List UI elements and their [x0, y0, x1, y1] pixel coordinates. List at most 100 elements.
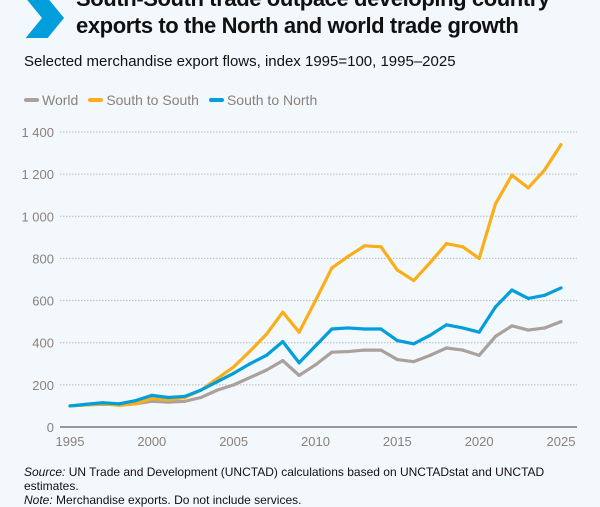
data-point: [215, 380, 219, 384]
data-point: [428, 261, 432, 265]
data-point: [428, 353, 432, 357]
legend-item-world: World: [24, 92, 78, 108]
data-point: [346, 349, 350, 354]
data-point: [526, 186, 530, 190]
data-point: [133, 402, 138, 406]
data-point: [297, 373, 301, 377]
data-point: [313, 363, 318, 367]
data-point: [559, 320, 563, 324]
data-point: [215, 376, 219, 381]
data-point: [379, 245, 383, 249]
data-point: [444, 346, 449, 350]
data-point: [68, 404, 72, 408]
legend-item-south-to-north: South to North: [208, 92, 318, 108]
data-point: [84, 402, 88, 406]
legend-swatch: [208, 98, 224, 102]
legend-label: South to South: [106, 92, 199, 108]
data-point: [543, 326, 547, 330]
data-point: [461, 326, 465, 330]
line-chart: 0 200 400 600 800 1 000 1 200 1 400 1995 2000 2005…: [21, 125, 577, 449]
legend-item-south-to-south: South to South: [88, 92, 199, 108]
data-point: [477, 353, 481, 357]
data-point: [232, 365, 236, 369]
data-point: [363, 244, 367, 248]
data-point: [444, 323, 449, 327]
y-tick-label: 800: [32, 251, 54, 266]
data-point: [281, 310, 285, 314]
y-tick-label: 1 000: [21, 209, 54, 224]
source-note: Source: UN Trade and Development (UNCTAD…: [24, 465, 545, 493]
data-point: [444, 242, 449, 246]
data-point: [493, 305, 498, 309]
data-point: [313, 344, 318, 348]
data-point: [493, 202, 498, 206]
legend-label: South to North: [226, 92, 318, 108]
footnote: Source: UN Trade and Development (UNCTAD…: [24, 465, 600, 507]
data-point: [313, 298, 318, 303]
data-point: [363, 327, 367, 331]
data-point: [182, 394, 187, 399]
data-point: [199, 395, 203, 400]
data-point: [346, 326, 350, 330]
x-tick-label: 2005: [219, 434, 248, 449]
data-point: [477, 330, 481, 334]
data-point: [166, 400, 170, 404]
legend: World South to South South to North: [24, 92, 317, 108]
data-point: [461, 348, 465, 352]
data-point: [215, 388, 219, 392]
data-point: [101, 401, 105, 405]
legend-swatch: [24, 98, 39, 102]
data-point: [559, 143, 563, 147]
data-point: [346, 254, 350, 258]
y-tick-label: 1 400: [21, 125, 54, 140]
data-point: [461, 245, 465, 249]
data-point: [150, 393, 154, 397]
data-point: [133, 399, 138, 403]
note: Note: Merchandise exports. Do not includ…: [24, 493, 302, 507]
data-point: [428, 333, 432, 337]
data-point: [412, 342, 416, 346]
data-point: [510, 173, 514, 177]
chevron-logo-icon: [25, 0, 64, 38]
data-point: [559, 286, 563, 290]
x-tick-label: 2010: [301, 434, 330, 449]
data-point: [395, 268, 399, 272]
data-point: [526, 328, 530, 332]
x-tick-label: 2020: [465, 434, 494, 449]
data-point: [543, 293, 547, 297]
data-point: [395, 339, 399, 343]
y-tick-label: 200: [32, 378, 54, 393]
data-point: [281, 359, 285, 363]
data-point: [412, 278, 416, 283]
data-point: [379, 327, 383, 331]
y-tick-label: 0: [47, 420, 54, 435]
chart-title: South-South trade outpace developing cou…: [76, 0, 550, 38]
data-point: [248, 349, 252, 353]
data-point: [166, 395, 170, 400]
legend-label: World: [42, 92, 79, 108]
data-point: [330, 266, 334, 270]
data-point: [117, 402, 121, 406]
data-point: [297, 361, 301, 365]
data-point: [182, 399, 187, 403]
data-point: [248, 375, 252, 380]
x-tick-label: 2000: [137, 434, 166, 449]
data-point: [363, 348, 367, 352]
data-point: [510, 288, 514, 292]
data-point: [330, 327, 334, 331]
x-tick-label: 1995: [56, 434, 85, 449]
data-point: [150, 396, 154, 401]
data-point: [543, 168, 547, 172]
data-point: [510, 324, 514, 328]
data-point: [395, 357, 399, 362]
data-point: [526, 296, 530, 301]
data-point: [199, 388, 203, 392]
data-point: [232, 383, 236, 387]
data-point: [477, 256, 481, 261]
data-point: [264, 368, 268, 372]
x-tick-label: 2025: [547, 434, 576, 449]
data-point: [264, 332, 268, 336]
y-tick-label: 1 200: [21, 167, 54, 182]
y-tick-label: 600: [32, 294, 54, 309]
data-point: [297, 330, 301, 334]
